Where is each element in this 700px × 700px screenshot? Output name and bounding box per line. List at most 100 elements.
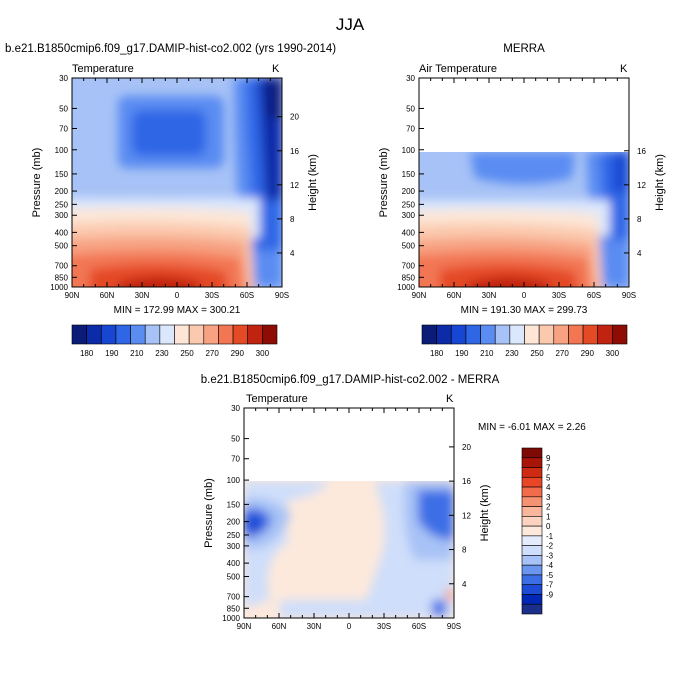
diff-colorbar-box <box>521 574 543 586</box>
diff-y-tick-label: 1000 <box>222 614 240 623</box>
diff-y-tick-label: 700 <box>227 593 241 602</box>
model-colorbar-label: 180 <box>80 349 94 358</box>
diff-colorbar-label: -4 <box>546 561 554 570</box>
diff-y-tick-label: 200 <box>227 518 241 527</box>
diff-blue-bottom <box>280 600 370 618</box>
obs-colorbar-label: 230 <box>505 349 519 358</box>
model-colorbar-box <box>144 324 161 345</box>
model-field <box>72 78 282 287</box>
diff-field <box>244 408 454 618</box>
obs-colorbar-box <box>450 324 467 345</box>
model-y-tick-label: 700 <box>55 262 69 271</box>
model-y-tick-label: 30 <box>59 74 68 83</box>
diff-y-right-tick-label: 12 <box>462 511 471 520</box>
model-colorbar-box <box>100 324 117 345</box>
model-colorbar-box <box>218 324 234 345</box>
obs-y-tick-label: 30 <box>406 74 415 83</box>
obs-colorbar-box <box>465 324 481 345</box>
obs-colorbar-box <box>597 324 613 345</box>
diff-colorbar-label: 7 <box>546 464 551 473</box>
diff-y-tick-label: 250 <box>227 531 241 540</box>
model-x-tick-label: 30S <box>205 291 219 300</box>
obs-colorbar-box <box>568 324 584 345</box>
obs-colorbar-box <box>612 324 628 345</box>
diff-y-tick-label: 70 <box>231 455 240 464</box>
obs-y-tick-label: 300 <box>402 211 416 220</box>
model-y-tick-label: 50 <box>59 104 68 113</box>
model-y-right-tick-label: 20 <box>290 113 299 122</box>
model-y-tick-label: 150 <box>55 170 69 179</box>
obs-colorbar-box <box>582 324 599 345</box>
diff-y-tick-label: 100 <box>227 476 241 485</box>
diff-colorbar-label: -1 <box>546 532 554 541</box>
diff-x-tick-label: 30S <box>377 622 391 631</box>
diff-panel: b.e21.B1850cmip6.f09_g17.DAMIP-hist-co2.… <box>201 374 587 631</box>
obs-y-tick-label: 1000 <box>397 283 415 292</box>
model-colorbar-box <box>262 324 278 345</box>
model-colorbar-label: 190 <box>105 349 119 358</box>
model-units: K <box>272 63 280 75</box>
diff-colorbar-box <box>521 535 543 546</box>
model-x-tick-label: 90N <box>65 291 80 300</box>
diff-colorbar-label: 0 <box>546 522 551 531</box>
diff-colorbar-label: 1 <box>546 512 551 521</box>
obs-field <box>419 78 629 287</box>
diff-y-tick-label: 50 <box>231 435 240 444</box>
model-colorbar-box <box>159 324 175 345</box>
obs-colorbar-box <box>538 324 555 345</box>
diff-y-tick-label: 850 <box>227 604 241 613</box>
obs-x-tick-label: 60S <box>587 291 601 300</box>
diff-y-right-tick-label: 16 <box>462 477 471 486</box>
model-x-tick-label: 60S <box>240 291 254 300</box>
obs-colorbar-box <box>494 324 511 345</box>
model-y-tick-label: 250 <box>55 200 69 209</box>
obs-y-tick-label: 100 <box>402 146 416 155</box>
obs-panel: MERRA Air Temperature K 90N 60N 30N 0 30S 60S… <box>378 43 666 358</box>
model-band-6 <box>118 276 200 287</box>
diff-colorbar-box <box>521 457 543 468</box>
diff-y-right-tick-label: 8 <box>462 546 467 555</box>
model-panel: b.e21.B1850cmip6.f09_g17.DAMIP-hist-co2.… <box>5 43 336 358</box>
obs-band-6 <box>468 276 550 287</box>
obs-y-tick-label: 50 <box>406 104 415 113</box>
obs-colorbar-label: 250 <box>530 349 544 358</box>
obs-colorbar-label: 300 <box>606 349 620 358</box>
diff-y-right-tick-label: 20 <box>462 443 471 452</box>
obs-y-right-tick-label: 4 <box>637 249 642 258</box>
diff-colorbar-box <box>521 525 543 537</box>
model-x-tick-label: 60N <box>100 291 115 300</box>
obs-x-tick-label: 90N <box>412 291 427 300</box>
diff-left-label: Temperature <box>246 393 308 405</box>
diff-colorbar-label: 3 <box>546 493 551 502</box>
obs-colorbar-label: 190 <box>455 349 469 358</box>
model-x-tick-label: 90S <box>275 291 289 300</box>
diff-colorbar-box <box>521 486 543 498</box>
model-y-axis-label: Pressure (mb) <box>31 148 43 218</box>
obs-units: K <box>620 63 628 75</box>
obs-x-tick-label: 30N <box>482 291 497 300</box>
model-y-tick-label: 300 <box>55 211 69 220</box>
diff-colorbar-box <box>521 467 543 478</box>
obs-colorbar-label: 290 <box>581 349 595 358</box>
model-colorbar-box <box>247 324 263 345</box>
diff-blue-right-3 <box>418 490 454 540</box>
model-y-right-tick-label: 8 <box>290 215 295 224</box>
model-colorbar-box <box>115 324 131 345</box>
diff-colorbar-box <box>521 545 543 556</box>
model-y-right-tick-label: 16 <box>290 147 299 156</box>
diff-y-tick-label: 150 <box>227 500 241 509</box>
diff-x-tick-label: 90S <box>447 622 461 631</box>
model-colorbar-label: 290 <box>231 349 245 358</box>
obs-x-tick-label: 90S <box>622 291 636 300</box>
diff-y-right-tick-label: 4 <box>462 580 467 589</box>
obs-colorbar-label: 180 <box>430 349 444 358</box>
obs-polar-3 <box>614 152 629 192</box>
model-colorbar-box <box>174 324 190 345</box>
diff-colorbar-label: -9 <box>546 590 554 599</box>
diff-units: K <box>446 393 454 405</box>
obs-x-tick-label: 30S <box>552 291 566 300</box>
diff-colorbar-box <box>521 564 543 576</box>
obs-y-tick-label: 250 <box>402 200 416 209</box>
